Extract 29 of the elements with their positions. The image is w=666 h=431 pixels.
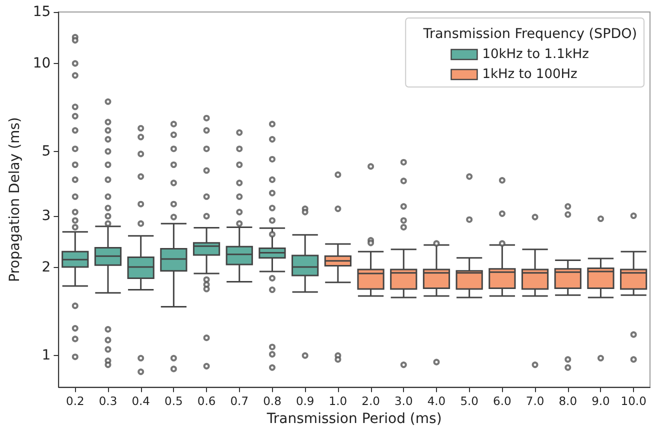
x-tick-label: 7.0 xyxy=(526,394,544,408)
y-tick-label: 3 xyxy=(42,208,51,224)
x-tick-label: 0.6 xyxy=(197,394,216,408)
x-tick-label: 6.0 xyxy=(493,394,512,408)
x-tick-label: 0.5 xyxy=(164,394,183,408)
y-tick-label: 15 xyxy=(32,4,51,20)
x-tick-label: 0.8 xyxy=(263,394,282,408)
y-tick-label: 10 xyxy=(32,55,51,72)
x-tick-label: 8.0 xyxy=(558,394,578,408)
x-tick-label: 5.0 xyxy=(460,394,478,408)
x-axis-title: Transmission Period (ms) xyxy=(266,411,442,427)
x-tick-label: 4.0 xyxy=(427,394,446,408)
legend-label: 10kHz to 1.1kHz xyxy=(482,47,590,62)
y-axis-title: Propagation Delay (ms) xyxy=(7,117,23,282)
x-tick-label: 9.0 xyxy=(592,394,610,408)
x-tick-label: 0.3 xyxy=(98,394,118,408)
y-tick-label: 5 xyxy=(42,143,51,160)
x-tick-label: 0.2 xyxy=(66,394,84,408)
x-tick-label: 0.4 xyxy=(132,394,150,408)
y-tick-label: 1 xyxy=(42,348,51,364)
legend-label: 1kHz to 100Hz xyxy=(482,67,578,82)
x-tick-label: 1.0 xyxy=(328,394,348,408)
x-tick-label: 0.7 xyxy=(230,394,249,408)
x-tick-label: 2.0 xyxy=(362,394,380,408)
x-tick-label: 3.0 xyxy=(394,394,413,408)
x-tick-label: 0.9 xyxy=(296,394,314,408)
y-tick-label: 2 xyxy=(42,260,51,276)
legend-title: Transmission Frequency (SPDO) xyxy=(422,26,638,42)
x-tick-label: 10.0 xyxy=(620,394,646,408)
